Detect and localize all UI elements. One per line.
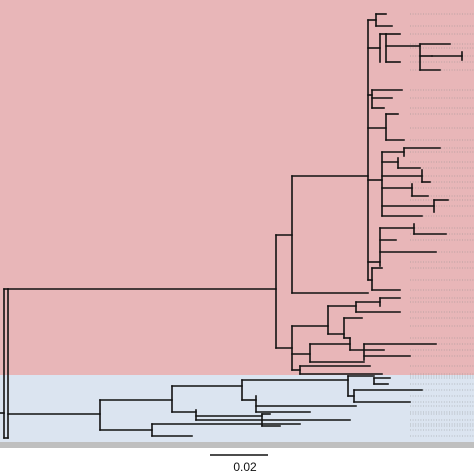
scale-bar: 0.02 — [210, 454, 268, 474]
tree-branches — [0, 13, 463, 439]
scale-bar-label: 0.02 — [233, 460, 257, 474]
bottom-strip — [0, 442, 474, 448]
lower-clade-highlight — [0, 375, 474, 442]
